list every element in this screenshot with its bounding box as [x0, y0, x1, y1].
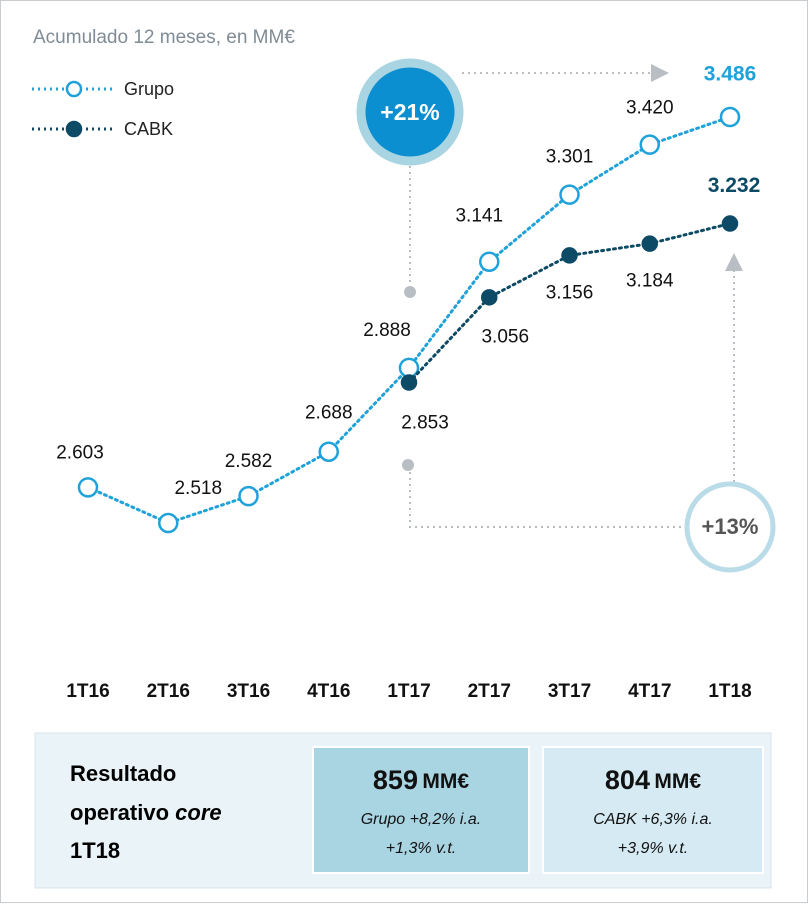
data-label: 3.141 [455, 206, 503, 227]
summary-line: 1T18 [70, 838, 120, 863]
data-label: 3.301 [546, 147, 594, 168]
point [719, 106, 741, 128]
x-tick-label: 4T17 [628, 681, 671, 702]
data-label: 2.582 [225, 451, 273, 472]
data-label: 2.888 [363, 320, 411, 341]
box-line: +3,9% v.t. [618, 840, 688, 857]
x-tick-label: 4T16 [307, 681, 350, 702]
summary-line: Resultado [70, 761, 176, 786]
connectors [409, 64, 743, 528]
point [400, 374, 418, 391]
data-label: 2.688 [305, 403, 353, 424]
legend-label: CABK [124, 119, 173, 139]
summary-line: operativo [70, 800, 169, 825]
connector-dot [404, 286, 416, 298]
x-tick-label: 1T18 [708, 681, 751, 702]
summary-label: Resultado operativo core 1T18 [70, 761, 222, 863]
box-unit: MM€ [422, 770, 469, 793]
x-tick-label: 3T16 [227, 681, 270, 702]
box-line: +1,3% v.t. [386, 840, 456, 857]
badge-text: +21% [380, 99, 439, 125]
point [158, 512, 179, 534]
data-label: 2.853 [401, 413, 449, 434]
point [641, 235, 658, 252]
data-label: 3.486 [704, 63, 757, 86]
data-label: 3.420 [626, 98, 674, 119]
box-value: 859 MM€ [373, 765, 470, 795]
box-value: 804 MM€ [605, 765, 702, 795]
badge-text: +13% [702, 514, 759, 539]
x-tick-label: 1T16 [66, 681, 109, 702]
x-tick-label: 3T17 [548, 681, 591, 702]
box-number: 804 [605, 765, 650, 795]
legend-marker [65, 80, 83, 98]
data-label: 3.056 [481, 326, 529, 347]
legend-label: Grupo [124, 79, 174, 99]
point [561, 247, 578, 264]
point [479, 251, 500, 272]
badge [356, 58, 464, 166]
chart-title: Acumulado 12 meses, en MM€ [33, 27, 295, 48]
summary-box [542, 746, 764, 874]
connector-dot [402, 459, 414, 471]
point [639, 134, 660, 155]
point [559, 184, 580, 205]
data-label: 3.156 [546, 282, 594, 303]
point [721, 215, 739, 232]
badge [684, 481, 776, 573]
box-unit: MM€ [654, 770, 701, 793]
box-number: 859 [373, 765, 418, 795]
box-line: Grupo +8,2% i.a. [361, 811, 482, 828]
summary-box [312, 746, 530, 874]
summary-boxes: 859 MM€ Grupo +8,2% i.a. +1,3% v.t. 804 … [361, 765, 713, 857]
data-label: 2.603 [56, 442, 104, 463]
summary-italic: core [175, 800, 221, 825]
point [238, 485, 259, 507]
x-tick-label: 2T17 [468, 681, 511, 702]
series-line [407, 222, 732, 384]
box-line: CABK +6,3% i.a. [593, 811, 713, 828]
legend-marker [65, 120, 83, 138]
data-label: 3.232 [708, 174, 761, 197]
point [318, 441, 339, 462]
point [77, 477, 99, 498]
data-label: 3.184 [626, 271, 674, 292]
point [481, 289, 498, 306]
point [398, 357, 420, 379]
data-label: 2.518 [174, 478, 222, 499]
x-tick-label: 1T17 [387, 681, 430, 702]
x-tick-label: 2T16 [147, 681, 190, 702]
summary-line: operativo core [70, 800, 222, 825]
